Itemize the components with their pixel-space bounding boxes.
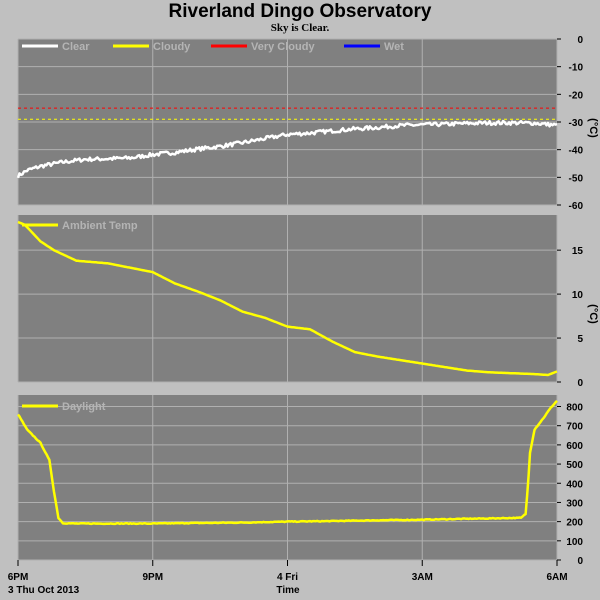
y-tick-label: -50 (569, 173, 584, 184)
x-tick-label: 6PM (8, 572, 29, 583)
y-axis-unit: (°C) (587, 118, 599, 138)
y-tick-label: 0 (577, 378, 583, 389)
x-axis-label: Time (276, 585, 300, 596)
y-tick-label: -10 (569, 63, 584, 74)
y-axis-unit: (°C) (587, 304, 599, 324)
legend-label: Very Cloudy (251, 41, 315, 53)
y-tick-label: -30 (569, 118, 584, 129)
page-title: Riverland Dingo Observatory (168, 1, 432, 22)
legend-label: Daylight (62, 401, 106, 413)
y-tick-label: 800 (566, 403, 583, 414)
series-line-clear (16, 119, 558, 179)
y-tick-label: -40 (569, 146, 584, 157)
y-tick-label: 600 (566, 441, 583, 452)
y-tick-label: 100 (566, 537, 583, 548)
legend-label: Ambient Temp (62, 220, 138, 232)
y-tick-label: 700 (566, 422, 583, 433)
y-tick-label: 10 (572, 290, 584, 301)
series-line-ambient-temp (17, 220, 558, 377)
y-tick-label: 400 (566, 479, 583, 490)
legend-label: Clear (62, 41, 90, 53)
y-tick-label: 0 (577, 556, 583, 567)
sky-status-text: Sky is Clear. (270, 22, 330, 34)
y-tick-label: 300 (566, 498, 583, 509)
y-tick-label: -20 (569, 90, 584, 101)
y-tick-label: -60 (569, 201, 584, 212)
x-tick-label: 3AM (412, 572, 433, 583)
y-tick-label: 15 (572, 246, 584, 257)
y-tick-label: 5 (577, 334, 583, 345)
x-tick-label: 4 Fri (277, 572, 298, 583)
legend-label: Wet (384, 41, 404, 53)
x-tick-label: 6AM (546, 572, 567, 583)
legend-label: Cloudy (153, 41, 191, 53)
y-tick-label: 0 (577, 35, 583, 46)
series-line-daylight (17, 399, 558, 526)
y-tick-label: 500 (566, 460, 583, 471)
date-label: 3 Thu Oct 2013 (8, 585, 80, 596)
y-tick-label: 200 (566, 518, 583, 529)
x-tick-label: 9PM (142, 572, 163, 583)
